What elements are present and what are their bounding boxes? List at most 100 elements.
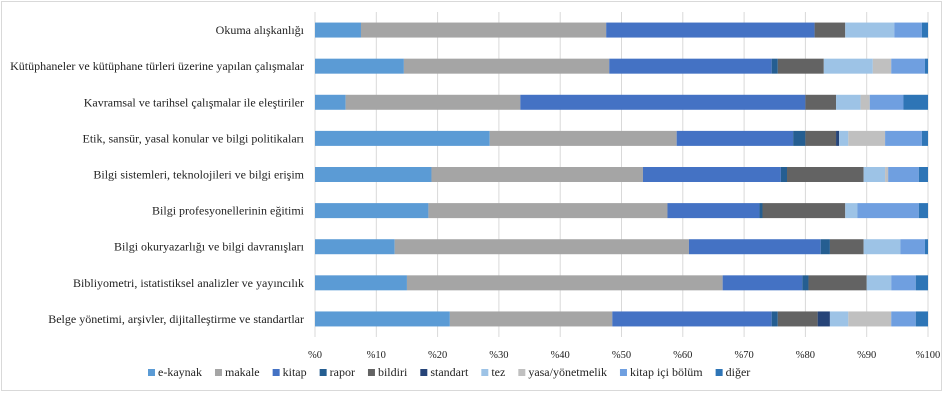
bar-segment	[360, 22, 607, 38]
bar-segment	[642, 167, 781, 182]
bar-segment	[900, 239, 925, 255]
legend-swatch	[518, 369, 526, 376]
x-tick-label: %20	[428, 350, 447, 361]
bar-segment	[489, 130, 677, 146]
bar-segment	[345, 94, 521, 110]
bar-segment	[863, 167, 886, 182]
legend-swatch	[481, 369, 489, 376]
bar-segment	[805, 94, 837, 110]
bar-segment	[924, 58, 928, 74]
bar-segment	[676, 130, 794, 146]
bar-segment	[918, 203, 928, 219]
bar-segment	[315, 58, 404, 74]
bar-segment	[823, 58, 873, 74]
legend-label: yasa/yönetmelik	[528, 365, 607, 379]
bar-segment	[606, 22, 815, 38]
bar-segment	[860, 94, 870, 110]
x-tick-label: %80	[796, 350, 815, 361]
category-label: Okuma alışkanlığı	[216, 23, 305, 37]
legend-label: rapor	[330, 365, 355, 379]
legend-label: kitap içi bölüm	[630, 365, 703, 379]
x-tick-label: %60	[673, 350, 692, 361]
x-tick-label: %50	[612, 350, 631, 361]
bar-segment	[869, 94, 904, 110]
legend-swatch	[367, 369, 375, 376]
legend-label: makale	[225, 365, 260, 379]
legend-swatch	[715, 369, 723, 376]
bar-segment	[808, 275, 867, 291]
bar-segment	[817, 311, 830, 327]
bar-segment	[924, 239, 928, 255]
legend-label: diğer	[726, 365, 751, 379]
bar-segment	[848, 311, 892, 327]
bar-segment	[894, 22, 922, 38]
category-label: Bilgi profesyonellerinin eğitimi	[152, 204, 305, 218]
bar-segment	[866, 275, 892, 291]
category-label: Bilgi okuryazarlığı ve bilgi davranışlar…	[114, 240, 305, 254]
category-label: Kavramsal ve tarihsel çalışmalar ile ele…	[84, 95, 304, 109]
bar-segment	[315, 203, 429, 219]
bar-segment	[891, 311, 916, 327]
legend-swatch	[272, 369, 280, 376]
legend-swatch	[214, 369, 222, 376]
legend-swatch	[420, 369, 428, 376]
x-tick-label: %30	[489, 350, 508, 361]
x-tick-label: %40	[551, 350, 570, 361]
bar-segment	[449, 311, 613, 327]
bar-segment	[771, 311, 778, 327]
bar-segment	[805, 130, 837, 146]
bar-segment	[915, 275, 928, 291]
bar-segment	[872, 58, 892, 74]
bar-segment	[863, 239, 901, 255]
bar-segment	[780, 167, 788, 182]
bar-segment	[722, 275, 803, 291]
bar-segment	[315, 311, 450, 327]
bar-segment	[667, 203, 760, 219]
x-tick-label: %100	[916, 350, 941, 361]
bar-segment	[814, 22, 846, 38]
bar-segment	[888, 167, 919, 182]
bar-segment	[802, 275, 809, 291]
bar-segment	[777, 58, 824, 74]
bar-segment	[829, 239, 864, 255]
bar-segment	[612, 311, 772, 327]
bar-segment	[848, 130, 886, 146]
legend-label: kitap	[283, 365, 307, 379]
bar-segment	[921, 130, 928, 146]
bar-segment	[921, 22, 928, 38]
bar-segment	[903, 94, 928, 110]
legend-label: e-kaynak	[158, 365, 202, 379]
category-label: Belge yönetimi, arşivler, dijitalleştirm…	[48, 312, 304, 326]
bar-segment	[820, 239, 830, 255]
category-label: Bibliyometri, istatistiksel analizler ve…	[73, 276, 304, 290]
x-tick-label: %70	[734, 350, 753, 361]
bar-segment	[520, 94, 806, 110]
bar-segment	[394, 239, 689, 255]
bar-segment	[891, 58, 925, 74]
bar-segment	[403, 58, 610, 74]
bar-segment	[762, 203, 846, 219]
bar-segment	[315, 22, 361, 38]
legend-label: tez	[491, 365, 505, 379]
legend-swatch	[319, 369, 327, 376]
bar-segment	[845, 22, 895, 38]
bar-segment	[431, 167, 643, 182]
bar-segment	[845, 203, 858, 219]
x-tick-label: %10	[367, 350, 386, 361]
bar-segment	[315, 275, 407, 291]
bar-segment	[315, 167, 432, 182]
x-tick-label: %0	[308, 350, 322, 361]
bar-segment	[771, 58, 778, 74]
bar-segment	[428, 203, 668, 219]
bar-segment	[891, 275, 916, 291]
bar-segment	[885, 130, 922, 146]
bar-segment	[315, 239, 395, 255]
bar-segment	[315, 94, 346, 110]
legend-swatch	[619, 369, 627, 376]
category-label: Kütüphaneler ve kütüphane türleri üzerin…	[10, 59, 304, 73]
legend-label: standart	[430, 365, 469, 379]
bar-segment	[836, 130, 840, 146]
bar-segment	[406, 275, 723, 291]
